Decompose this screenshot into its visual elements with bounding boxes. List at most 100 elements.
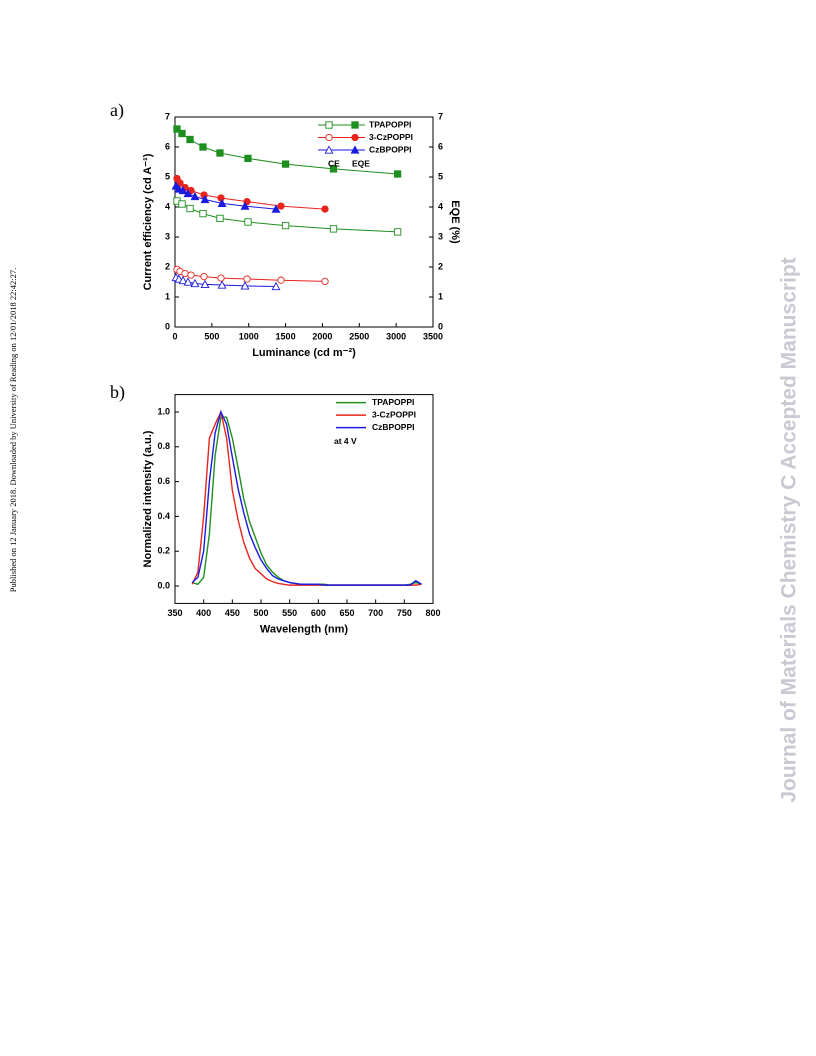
marker <box>271 204 281 213</box>
legend-label: 3-CzPOPPI <box>369 132 413 142</box>
x-axis-label: Luminance (cd m⁻²) <box>252 347 356 359</box>
side-note: Published on 12 January 2018. Downloaded… <box>8 268 18 592</box>
marker <box>190 191 200 201</box>
legend-label: CzBPOPPI <box>372 422 415 432</box>
series-line <box>176 178 326 210</box>
x-tick-label: 2500 <box>349 331 369 341</box>
marker <box>240 201 250 210</box>
y-tick-label: 2 <box>165 261 170 271</box>
y2-axis-label: EQE (%) <box>449 200 461 244</box>
y2-tick-label: 0 <box>438 321 443 331</box>
marker <box>324 145 334 154</box>
y2-tick-label: 3 <box>438 231 443 241</box>
marker <box>351 133 359 142</box>
marker <box>217 194 225 202</box>
x-tick-label: 1000 <box>239 331 259 341</box>
plot-frame <box>174 394 434 604</box>
marker <box>216 214 224 223</box>
y-tick-label: 0.6 <box>157 476 170 486</box>
marker <box>244 218 252 226</box>
marker <box>183 188 193 198</box>
marker <box>200 194 210 204</box>
marker <box>187 271 195 279</box>
marker <box>183 277 193 286</box>
marker <box>217 274 225 282</box>
series-line <box>176 268 326 282</box>
y-tick-label: 0.2 <box>157 546 170 556</box>
marker <box>393 170 402 178</box>
marker <box>271 281 281 291</box>
marker <box>200 279 210 289</box>
marker <box>281 160 290 168</box>
marker <box>277 276 285 284</box>
marker <box>244 154 252 163</box>
x-tick-label: 400 <box>196 608 211 618</box>
marker <box>393 228 402 236</box>
marker <box>178 200 186 208</box>
x-tick-label: 450 <box>225 608 240 618</box>
y-tick-label: 0.4 <box>157 511 170 521</box>
x-tick-label: 550 <box>282 608 297 618</box>
y-tick-label: 5 <box>165 171 170 181</box>
marker <box>199 143 207 151</box>
y2-tick-label: 5 <box>438 171 443 181</box>
marker <box>321 277 329 286</box>
y-tick-label: 3 <box>165 231 170 241</box>
marker <box>178 275 188 285</box>
y2-tick-label: 1 <box>438 291 443 301</box>
y-tick-label: 1 <box>165 291 170 301</box>
marker <box>173 125 181 133</box>
marker <box>200 272 208 281</box>
marker <box>186 135 194 144</box>
marker <box>216 149 224 157</box>
legend-header: CE <box>328 158 340 168</box>
x-tick-label: 350 <box>167 608 182 618</box>
panel-label: a) <box>110 100 124 121</box>
annotation: at 4 V <box>334 436 357 446</box>
x-tick-label: 700 <box>368 608 383 618</box>
marker <box>350 145 360 154</box>
marker <box>240 281 250 290</box>
x-tick-label: 500 <box>253 608 268 618</box>
panel-label: b) <box>110 382 125 403</box>
legend-label: TPAPOPPI <box>372 397 414 407</box>
marker <box>178 129 186 138</box>
x-tick-label: 500 <box>204 331 219 341</box>
plot-frame <box>174 116 434 328</box>
y2-tick-label: 6 <box>438 141 443 151</box>
marker <box>181 269 189 278</box>
legend-label: TPAPOPPI <box>369 119 411 129</box>
series-line <box>191 409 422 586</box>
marker <box>325 133 333 142</box>
y-tick-label: 6 <box>165 141 170 151</box>
y-axis-label: Normalized intensity (a.u.) <box>142 430 154 567</box>
legend-label: 3-CzPOPPI <box>372 409 416 419</box>
y-tick-label: 0 <box>165 321 170 331</box>
y-tick-label: 0.0 <box>157 580 170 590</box>
y2-tick-label: 2 <box>438 261 443 271</box>
y-tick-label: 7 <box>165 111 170 121</box>
marker <box>217 280 227 289</box>
x-tick-label: 650 <box>339 608 354 618</box>
marker <box>329 165 338 173</box>
marker <box>325 121 333 129</box>
marker <box>186 204 194 213</box>
marker <box>243 275 251 283</box>
y-tick-label: 0.8 <box>157 441 170 451</box>
series-line <box>191 409 422 586</box>
y-tick-label: 4 <box>165 201 170 211</box>
legend-label: CzBPOPPI <box>369 144 412 154</box>
x-axis-label: Wavelength (nm) <box>260 623 349 635</box>
marker <box>351 121 359 129</box>
y2-tick-label: 7 <box>438 111 443 121</box>
marker <box>321 205 329 213</box>
marker <box>281 221 290 230</box>
y-tick-label: 1.0 <box>157 406 170 416</box>
legend-header: EQE <box>352 158 370 168</box>
y-axis-label: Current efficiency (cd A⁻¹) <box>142 153 154 290</box>
y2-tick-label: 4 <box>438 201 443 211</box>
x-tick-label: 0 <box>172 331 177 341</box>
x-tick-label: 1500 <box>276 331 296 341</box>
x-tick-label: 600 <box>311 608 326 618</box>
x-tick-label: 3500 <box>423 331 443 341</box>
